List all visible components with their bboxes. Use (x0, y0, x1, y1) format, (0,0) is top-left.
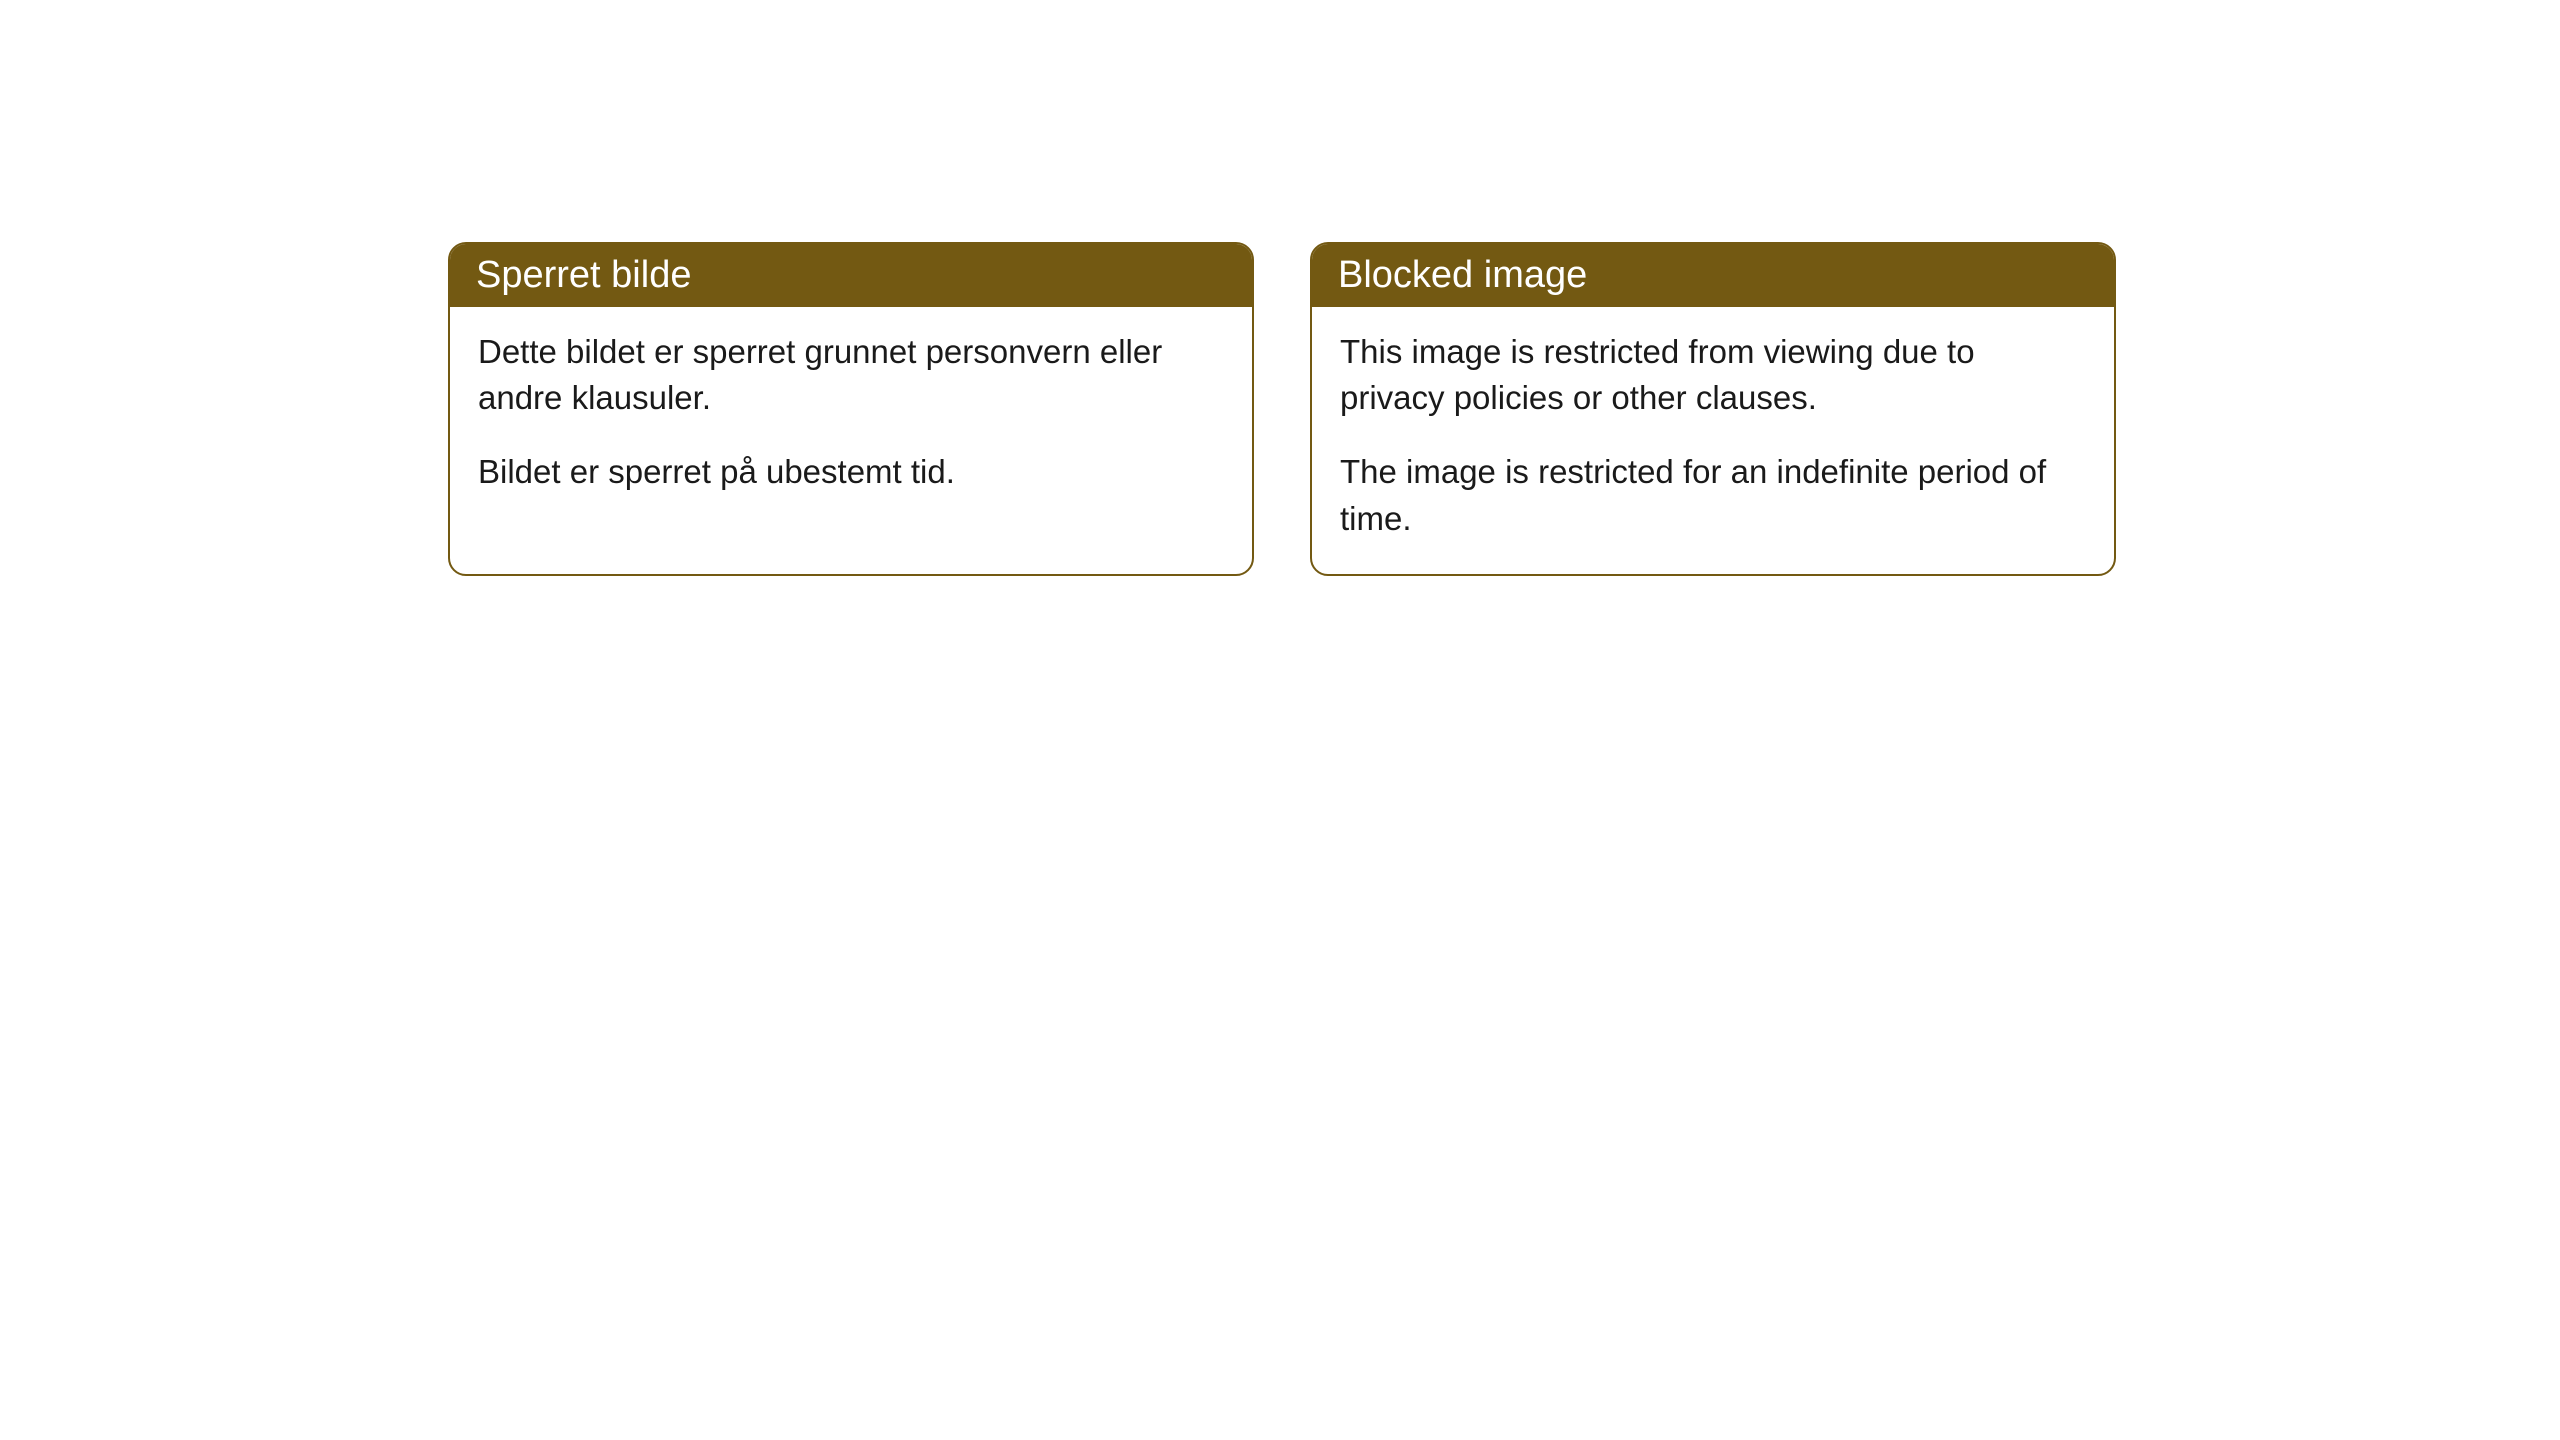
notice-paragraph: The image is restricted for an indefinit… (1340, 449, 2086, 541)
notice-container: Sperret bilde Dette bildet er sperret gr… (0, 0, 2560, 576)
notice-body: This image is restricted from viewing du… (1312, 307, 2114, 574)
notice-paragraph: This image is restricted from viewing du… (1340, 329, 2086, 421)
notice-header: Sperret bilde (450, 244, 1252, 307)
notice-header: Blocked image (1312, 244, 2114, 307)
notice-paragraph: Dette bildet er sperret grunnet personve… (478, 329, 1224, 421)
notice-card-english: Blocked image This image is restricted f… (1310, 242, 2116, 576)
notice-paragraph: Bildet er sperret på ubestemt tid. (478, 449, 1224, 495)
notice-body: Dette bildet er sperret grunnet personve… (450, 307, 1252, 528)
notice-card-norwegian: Sperret bilde Dette bildet er sperret gr… (448, 242, 1254, 576)
